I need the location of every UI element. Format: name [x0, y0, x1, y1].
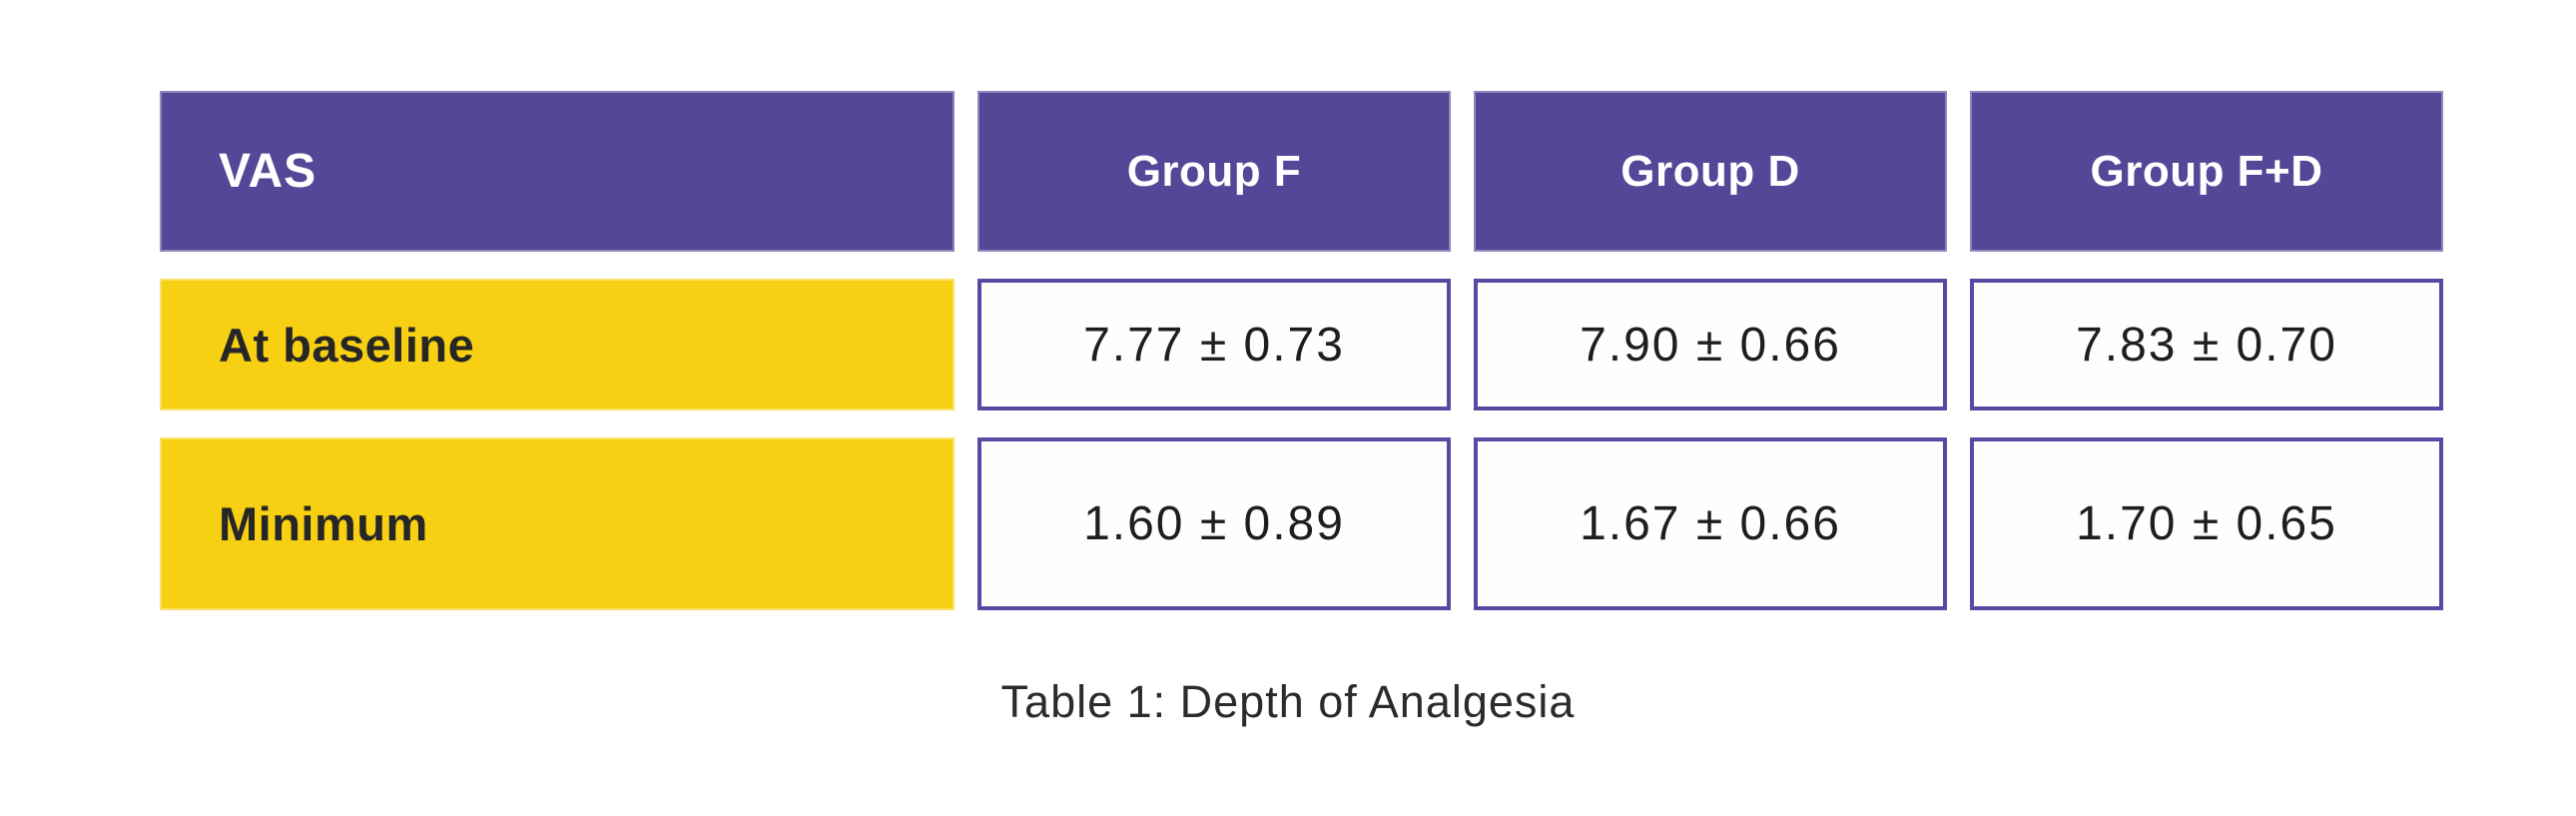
- value-cell-minimum-group-d: 1.67 ± 0.66: [1474, 437, 1947, 610]
- value-cell-baseline-group-fd: 7.83 ± 0.70: [1970, 279, 2443, 410]
- value-cell-baseline-group-d: 7.90 ± 0.66: [1474, 279, 1947, 410]
- value-cell-baseline-group-f: 7.77 ± 0.73: [977, 279, 1451, 410]
- row-label-text: At baseline: [219, 318, 475, 372]
- header-label-vas: VAS: [219, 145, 318, 198]
- value-text: 7.77 ± 0.73: [1083, 318, 1345, 372]
- value-text: 1.60 ± 0.89: [1083, 497, 1345, 550]
- value-text: 1.70 ± 0.65: [2076, 497, 2337, 550]
- value-text: 7.90 ± 0.66: [1580, 318, 1841, 372]
- value-text: 1.67 ± 0.66: [1580, 497, 1841, 550]
- header-label-group-d: Group D: [1620, 146, 1800, 196]
- table-caption: Table 1: Depth of Analgesia: [1000, 676, 1576, 727]
- depth-of-analgesia-table: VAS Group F Group D Group F+D At baselin…: [160, 91, 2443, 610]
- value-cell-minimum-group-fd: 1.70 ± 0.65: [1970, 437, 2443, 610]
- value-text: 7.83 ± 0.70: [2076, 318, 2337, 372]
- header-cell-group-f: Group F: [977, 91, 1451, 252]
- value-cell-minimum-group-f: 1.60 ± 0.89: [977, 437, 1451, 610]
- row-label-minimum: Minimum: [160, 437, 955, 610]
- header-cell-group-fd: Group F+D: [1970, 91, 2443, 252]
- header-label-group-fd: Group F+D: [2090, 146, 2323, 196]
- header-label-group-f: Group F: [1126, 146, 1302, 196]
- header-cell-group-d: Group D: [1474, 91, 1947, 252]
- header-cell-vas: VAS: [160, 91, 955, 252]
- row-label-at-baseline: At baseline: [160, 279, 955, 410]
- row-label-text: Minimum: [219, 497, 428, 550]
